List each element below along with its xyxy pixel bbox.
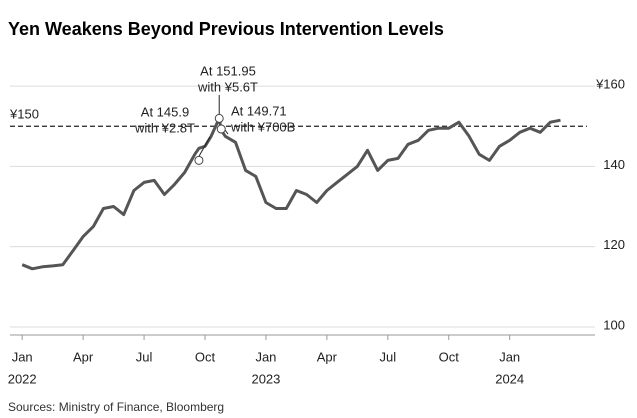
annotation-text: At 151.95	[200, 63, 256, 78]
annotation-text: with ¥700B	[230, 119, 295, 134]
x-tick-label: Jan	[499, 349, 520, 364]
x-tick-label: Oct	[195, 349, 216, 364]
source: Sources: Ministry of Finance, Bloomberg	[8, 400, 224, 414]
x-tick-label: Jul	[380, 349, 397, 364]
annotation-text: with ¥5.6T	[197, 79, 258, 94]
x-tick-label: Apr	[73, 349, 94, 364]
y-tick-label: 120	[603, 237, 625, 252]
chart-title: Yen Weakens Beyond Previous Intervention…	[8, 19, 444, 39]
x-tick-label: Apr	[317, 349, 338, 364]
annotation-connector	[198, 136, 211, 157]
x-tick-label: Jul	[136, 349, 153, 364]
annotation-marker	[214, 113, 224, 123]
annotation-text: with ¥2.8T	[134, 120, 195, 135]
year-label: 2022	[8, 371, 37, 386]
price-line	[21, 116, 561, 271]
y-tick-label: ¥160	[595, 77, 625, 92]
reference-label: ¥150	[9, 107, 39, 122]
annotation-marker	[216, 124, 226, 134]
year-label: 2024	[495, 371, 524, 386]
annotation-text: At 145.9	[141, 104, 189, 119]
year-label: 2023	[251, 371, 280, 386]
annotation-marker	[194, 155, 204, 165]
y-tick-label: 100	[603, 317, 625, 332]
x-tick-label: Oct	[439, 349, 460, 364]
annotation-text: At 149.71	[231, 103, 287, 118]
y-tick-label: 140	[603, 157, 625, 172]
x-tick-label: Jan	[255, 349, 276, 364]
x-tick-label: Jan	[12, 349, 33, 364]
